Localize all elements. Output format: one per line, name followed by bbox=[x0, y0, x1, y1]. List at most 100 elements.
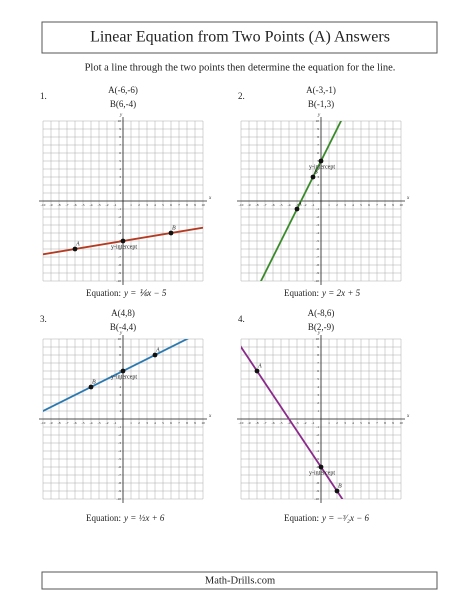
x-tick-label: 8 bbox=[384, 203, 386, 207]
y-tick-label: -1 bbox=[118, 207, 121, 211]
x-tick-label: -1 bbox=[312, 203, 315, 207]
y-tick-label: 7 bbox=[119, 143, 121, 147]
point bbox=[334, 488, 340, 494]
x-tick-label: -8 bbox=[256, 203, 259, 207]
y-tick-label: 1 bbox=[317, 409, 319, 413]
point-name: B bbox=[172, 225, 176, 231]
y-tick-label: 3 bbox=[317, 393, 319, 397]
y-axis-label: y bbox=[317, 331, 321, 336]
x-tick-label: -1 bbox=[114, 421, 117, 425]
point-name: A bbox=[75, 241, 80, 247]
y-axis-label: y bbox=[119, 331, 123, 336]
x-tick-label: 5 bbox=[162, 203, 164, 207]
point-name: B bbox=[338, 483, 342, 489]
x-tick-label: 2 bbox=[336, 203, 338, 207]
y-tick-label: 8 bbox=[119, 353, 121, 357]
y-tick-label: 3 bbox=[317, 175, 319, 179]
x-tick-label: -10 bbox=[239, 421, 244, 425]
x-tick-label: 3 bbox=[146, 203, 148, 207]
y-tick-label: -8 bbox=[316, 263, 319, 267]
equation-label: Equation: bbox=[86, 288, 121, 298]
x-tick-label: 2 bbox=[336, 421, 338, 425]
y-tick-label: 1 bbox=[317, 191, 319, 195]
y-tick-label: 10 bbox=[316, 119, 320, 123]
x-tick-label: -4 bbox=[288, 421, 291, 425]
point bbox=[72, 246, 78, 252]
y-tick-label: 6 bbox=[317, 151, 319, 155]
x-tick-label: -6 bbox=[74, 203, 77, 207]
x-tick-label: -5 bbox=[82, 203, 85, 207]
x-tick-label: -2 bbox=[304, 421, 307, 425]
y-tick-label: -10 bbox=[116, 497, 121, 501]
y-tick-label: 2 bbox=[317, 401, 319, 405]
x-tick-label: 8 bbox=[186, 203, 188, 207]
x-tick-label: -7 bbox=[264, 421, 267, 425]
x-tick-label: -1 bbox=[312, 421, 315, 425]
x-tick-label: 6 bbox=[170, 421, 172, 425]
x-tick-label: 10 bbox=[399, 421, 403, 425]
y-tick-label: -7 bbox=[316, 255, 319, 259]
point-name: A bbox=[257, 363, 262, 369]
x-tick-label: 8 bbox=[186, 421, 188, 425]
x-tick-label: -5 bbox=[82, 421, 85, 425]
point-name: A bbox=[155, 347, 160, 353]
y-tick-label: 6 bbox=[119, 369, 121, 373]
y-tick-label: -4 bbox=[316, 231, 319, 235]
y-tick-label: 9 bbox=[119, 345, 121, 349]
x-axis-label: x bbox=[406, 414, 410, 419]
y-tick-label: -1 bbox=[316, 207, 319, 211]
problem-number: 1. bbox=[40, 91, 47, 101]
x-tick-label: 10 bbox=[201, 421, 205, 425]
y-tick-label: 4 bbox=[317, 385, 319, 389]
x-tick-label: -7 bbox=[264, 203, 267, 207]
x-tick-label: 6 bbox=[368, 203, 370, 207]
y-tick-label: 7 bbox=[317, 143, 319, 147]
x-tick-label: 5 bbox=[162, 421, 164, 425]
y-tick-label: 1 bbox=[119, 191, 121, 195]
y-tick-label: 9 bbox=[317, 127, 319, 131]
equation: y = 2x + 5 bbox=[321, 288, 361, 298]
x-tick-label: 1 bbox=[328, 421, 330, 425]
y-tick-label: -2 bbox=[316, 433, 319, 437]
intercept-label: y-intercept bbox=[309, 470, 335, 476]
y-tick-label: -7 bbox=[118, 473, 121, 477]
title-box bbox=[41, 21, 438, 54]
x-tick-label: 1 bbox=[328, 203, 330, 207]
title: Linear Equation from Two Points (A) Answ… bbox=[90, 29, 390, 46]
x-tick-label: 4 bbox=[154, 203, 156, 207]
x-tick-label: 6 bbox=[170, 203, 172, 207]
point-b-label: B(2,-9) bbox=[308, 322, 334, 332]
x-tick-label: 2 bbox=[138, 421, 140, 425]
y-tick-label: -1 bbox=[118, 425, 121, 429]
y-tick-label: -3 bbox=[118, 441, 121, 445]
x-tick-label: 4 bbox=[352, 421, 354, 425]
y-tick-label: 9 bbox=[317, 345, 319, 349]
footer: Math-Drills.com bbox=[205, 575, 275, 586]
problem-number: 3. bbox=[40, 314, 47, 324]
y-tick-label: 4 bbox=[119, 385, 121, 389]
point bbox=[310, 174, 316, 180]
point-name: B bbox=[92, 379, 96, 385]
y-tick-label: -6 bbox=[118, 247, 121, 251]
y-tick-label: -5 bbox=[118, 457, 121, 461]
point bbox=[254, 368, 260, 374]
x-tick-label: -2 bbox=[106, 421, 109, 425]
x-tick-label: 7 bbox=[178, 203, 180, 207]
y-tick-label: -5 bbox=[316, 239, 319, 243]
y-tick-label: 10 bbox=[316, 337, 320, 341]
intercept-label: y-intercept bbox=[111, 374, 137, 380]
x-tick-label: 4 bbox=[352, 203, 354, 207]
intercept-label: y-intercept bbox=[111, 244, 137, 250]
equation: y = ⅙x − 5 bbox=[123, 288, 167, 298]
x-tick-label: 3 bbox=[344, 421, 346, 425]
x-tick-label: -7 bbox=[66, 421, 69, 425]
y-tick-label: 6 bbox=[317, 369, 319, 373]
y-tick-label: -10 bbox=[314, 279, 319, 283]
y-tick-label: -3 bbox=[316, 223, 319, 227]
y-tick-label: 8 bbox=[317, 135, 319, 139]
x-tick-label: -9 bbox=[50, 421, 53, 425]
y-tick-label: -3 bbox=[316, 441, 319, 445]
y-tick-label: 4 bbox=[119, 167, 121, 171]
point bbox=[152, 352, 158, 358]
x-tick-label: -10 bbox=[41, 421, 46, 425]
